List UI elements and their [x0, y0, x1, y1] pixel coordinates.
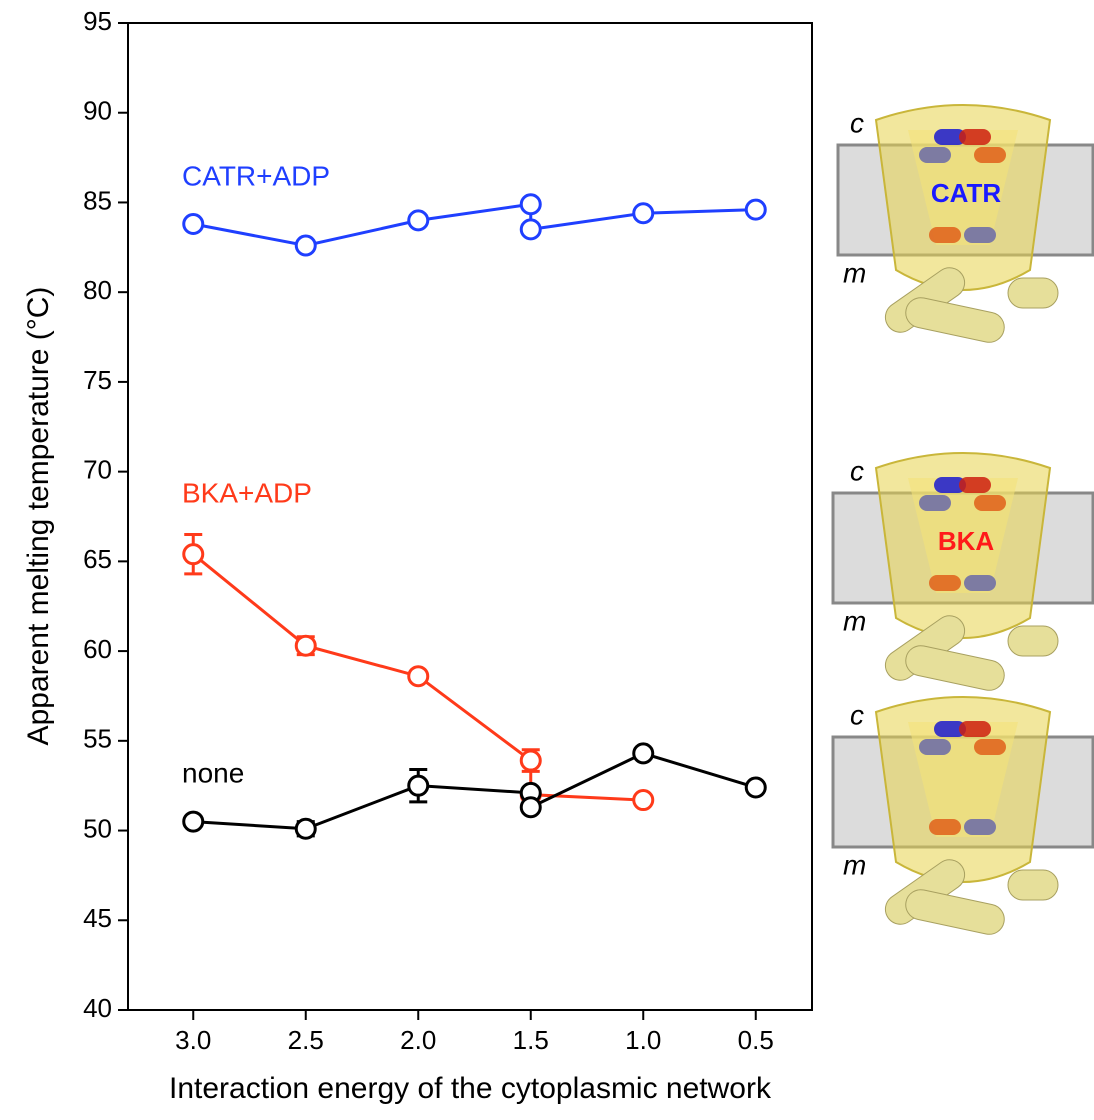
y-tick-label: 65: [83, 544, 112, 574]
y-tick-label: 70: [83, 455, 112, 485]
helix-end: [929, 819, 961, 835]
chart: Interaction energy of the cytoplasmic ne…: [0, 0, 1094, 1115]
y-tick-label: 55: [83, 724, 112, 754]
y-axis-title: Apparent melting temperature (°C): [22, 287, 55, 746]
data-point: [746, 200, 765, 219]
x-tick-label: 1.0: [625, 1025, 661, 1055]
helix-end: [974, 739, 1006, 755]
data-point: [521, 195, 540, 214]
series-label: BKA+ADP: [182, 477, 312, 508]
page: Interaction energy of the cytoplasmic ne…: [0, 0, 1094, 1120]
x-tick-label: 0.5: [738, 1025, 774, 1055]
series-label: none: [182, 757, 244, 788]
x-tick-label: 1.5: [513, 1025, 549, 1055]
compartment-label: c: [850, 455, 864, 486]
data-point: [296, 236, 315, 255]
y-tick-label: 60: [83, 634, 112, 664]
helix-end: [929, 227, 961, 243]
helix-end: [929, 575, 961, 591]
data-point: [634, 204, 653, 223]
data-point: [296, 636, 315, 655]
data-point: [634, 791, 653, 810]
data-point: [184, 214, 203, 233]
y-tick-label: 50: [83, 813, 112, 843]
data-point: [409, 776, 428, 795]
helix-end: [919, 739, 951, 755]
inhibitor-label: CATR: [931, 178, 1002, 208]
compartment-label: c: [850, 699, 864, 730]
x-tick-label: 3.0: [175, 1025, 211, 1055]
y-tick-label: 75: [83, 365, 112, 395]
data-point: [521, 751, 540, 770]
data-point: [409, 667, 428, 686]
compartment-label: m: [843, 849, 866, 880]
data-point: [296, 819, 315, 838]
compartment-label: m: [843, 257, 866, 288]
helix-end: [919, 147, 951, 163]
series-line: [193, 204, 756, 245]
helix-end: [959, 477, 991, 493]
protein-inset: [833, 697, 1093, 937]
helix-end: [964, 227, 996, 243]
helix: [903, 643, 1007, 693]
helix: [1008, 626, 1058, 656]
helix-end: [919, 495, 951, 511]
helix: [1008, 870, 1058, 900]
y-tick-label: 85: [83, 185, 112, 215]
data-point: [634, 744, 653, 763]
helix: [903, 295, 1007, 345]
compartment-label: c: [850, 107, 864, 138]
y-tick-label: 45: [83, 903, 112, 933]
protein-inset: [833, 453, 1093, 693]
protein-inset: [838, 105, 1093, 345]
data-point: [521, 220, 540, 239]
y-tick-label: 40: [83, 993, 112, 1023]
helix-end: [964, 575, 996, 591]
x-tick-label: 2.5: [288, 1025, 324, 1055]
helix-end: [959, 721, 991, 737]
x-tick-label: 2.0: [400, 1025, 436, 1055]
data-point: [521, 798, 540, 817]
series-line: [193, 753, 756, 828]
helix: [903, 887, 1007, 937]
data-point: [746, 778, 765, 797]
data-point: [409, 211, 428, 230]
helix: [1008, 278, 1058, 308]
y-tick-label: 95: [83, 6, 112, 36]
data-point: [184, 812, 203, 831]
helix-end: [959, 129, 991, 145]
y-tick-label: 90: [83, 96, 112, 126]
helix-end: [974, 495, 1006, 511]
data-point: [184, 545, 203, 564]
helix-end: [974, 147, 1006, 163]
x-axis-title: Interaction energy of the cytoplasmic ne…: [169, 1072, 772, 1105]
series-label: CATR+ADP: [182, 160, 330, 191]
inhibitor-label: BKA: [938, 526, 995, 556]
compartment-label: m: [843, 605, 866, 636]
y-tick-label: 80: [83, 275, 112, 305]
helix-end: [964, 819, 996, 835]
